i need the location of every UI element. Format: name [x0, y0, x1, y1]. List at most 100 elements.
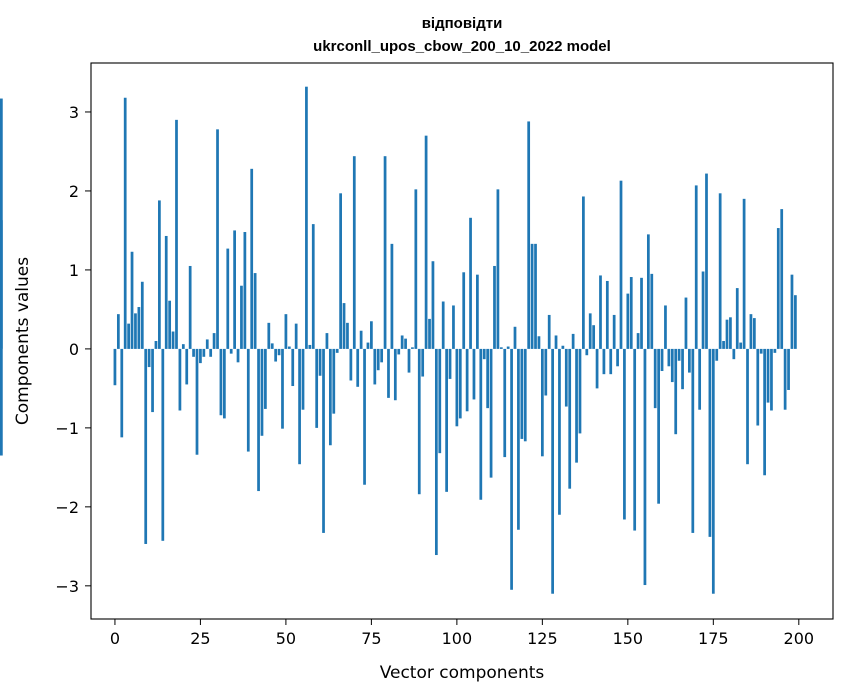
bar-181	[732, 348, 736, 360]
bar-21	[185, 348, 189, 385]
bar-58	[311, 224, 315, 349]
bar-163	[670, 348, 674, 383]
bar-61	[322, 348, 325, 533]
bar-74	[366, 342, 370, 349]
bar-34	[229, 348, 233, 354]
bar-23	[192, 348, 195, 357]
bar-33	[226, 248, 230, 349]
bar-17	[171, 331, 175, 349]
bar-169	[691, 348, 695, 533]
bar-150	[626, 293, 630, 349]
bar-189	[759, 348, 763, 354]
bar-177	[718, 193, 722, 349]
bar-178	[722, 341, 725, 349]
bar-147	[616, 348, 619, 367]
bar-59	[315, 348, 319, 428]
bar-134	[571, 333, 575, 349]
bar-158	[653, 348, 657, 409]
bar-170	[694, 185, 698, 349]
bar-49	[281, 348, 284, 429]
bar-120	[523, 348, 527, 442]
bar-75	[370, 321, 373, 349]
bar-153	[636, 333, 640, 349]
bar-22	[188, 265, 192, 349]
bar-83	[397, 348, 401, 355]
bar-145	[609, 348, 613, 375]
bar-143	[602, 348, 606, 375]
bar-180	[729, 317, 732, 349]
y-tick-label: 1	[69, 261, 79, 280]
bar-175	[711, 348, 715, 594]
y-tick-label: −2	[55, 498, 79, 517]
bar-183	[739, 342, 743, 349]
bar-series	[0, 86, 797, 594]
bar-159	[657, 348, 660, 504]
bar-139	[588, 313, 592, 349]
bar-60	[318, 348, 322, 376]
bar-128	[551, 348, 554, 594]
bar-171	[698, 348, 702, 410]
bar-100	[455, 348, 459, 427]
bar-155	[643, 348, 647, 586]
bar-122	[530, 243, 534, 349]
bar-118	[517, 348, 520, 530]
x-axis: 0 25 50 75 100 125 150 175 200	[110, 619, 814, 648]
bar-119	[520, 348, 524, 439]
bar-166	[681, 348, 684, 390]
bar-187	[752, 318, 756, 349]
bar-116	[510, 348, 513, 590]
x-tick-label: 175	[698, 629, 729, 648]
bar-154	[640, 277, 643, 349]
bar-97	[445, 348, 448, 492]
bar-47	[274, 348, 278, 362]
x-tick-label: 200	[784, 629, 815, 648]
bar-105	[472, 348, 476, 400]
bar-94	[434, 348, 438, 556]
bar-40	[250, 168, 254, 349]
bar-2	[120, 348, 124, 438]
bar-79	[383, 156, 387, 349]
bar-146	[612, 314, 616, 349]
x-tick-label: 0	[110, 629, 120, 648]
bar-184	[742, 198, 746, 349]
bar-91	[424, 135, 428, 349]
bar-54	[298, 348, 301, 465]
bar-27	[205, 339, 209, 349]
bar-66	[339, 193, 342, 349]
bar-161	[664, 305, 667, 349]
x-axis-label: Vector components	[380, 663, 545, 683]
bar-11	[151, 348, 154, 413]
bar-108	[482, 348, 486, 360]
x-tick-label: 50	[276, 629, 296, 648]
bar-24	[195, 348, 199, 455]
bar-165	[677, 348, 681, 361]
bar-36	[236, 348, 240, 363]
bar-127	[547, 314, 551, 349]
bar-28	[209, 348, 213, 357]
x-tick-label: 125	[527, 629, 558, 648]
chart-title: відповідти	[422, 15, 503, 32]
bar-96	[441, 301, 445, 349]
bar-82	[393, 348, 397, 401]
bar-62	[325, 333, 329, 349]
bar-167	[684, 297, 688, 349]
bar-1	[116, 314, 120, 349]
bar-44	[264, 348, 267, 409]
bar-193	[773, 348, 777, 353]
bar-121	[527, 121, 531, 349]
bar-7	[137, 307, 141, 349]
bar-92	[428, 318, 431, 349]
bar-73	[363, 348, 366, 485]
bar-114	[503, 348, 507, 458]
bar-202	[0, 220, 3, 349]
bar-10	[147, 348, 151, 368]
bar-199	[794, 295, 797, 349]
bar-152	[633, 348, 637, 531]
bar-52	[291, 348, 295, 387]
bar-124	[537, 336, 541, 349]
bar-72	[359, 330, 363, 349]
bar-55	[301, 348, 305, 410]
bar-103	[465, 348, 469, 412]
bar-8	[140, 281, 144, 349]
chart-subtitle: ukrconll_upos_cbow_200_10_2022 model	[313, 38, 611, 55]
